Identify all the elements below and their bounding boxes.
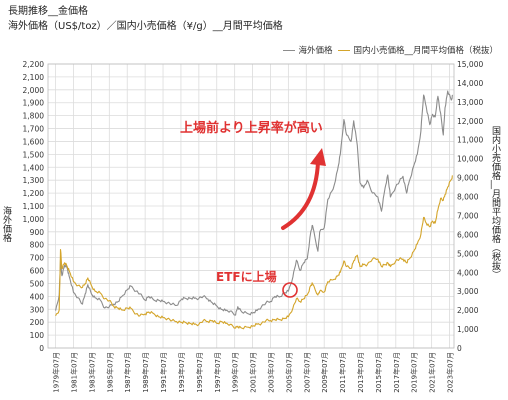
x-tick-label: 1995年07月 [195, 352, 204, 393]
y-right-tick-label: 0 [457, 344, 462, 353]
x-tick-label: 1989年07月 [141, 352, 150, 393]
y-right-tick-label: 11,000 [457, 136, 483, 145]
series-lines [55, 90, 454, 330]
x-tick-label: 2015年07月 [374, 352, 383, 393]
y-left-tick-label: 800 [30, 241, 45, 250]
x-tick-label: 2005年07月 [284, 352, 293, 393]
legend-label-domestic: 国内小売価格__月間平均価格（税抜） [353, 46, 498, 56]
x-tick-label: 2019年07月 [410, 352, 419, 393]
chart-title: 長期推移__金価格 [8, 6, 88, 17]
y-left-tick-label: 2,200 [23, 60, 45, 69]
annotations: ETFに上場 上場前より上昇率が高い [180, 120, 326, 298]
right-axis-ticks: 0 1,000 2,000 3,000 4,000 5,000 6,000 7,000 8,00… [457, 60, 483, 353]
y-left-tick-label: 1,100 [23, 202, 45, 211]
x-tick-label: 1991年07月 [159, 352, 168, 393]
x-tick-label: 2017年07月 [392, 352, 401, 393]
y-left-tick-label: 1,700 [23, 125, 45, 134]
plot-border [47, 63, 455, 349]
right-axis-label: 国内小売価格__月間平均価格（税抜） [490, 126, 501, 279]
x-tick-label: 2001年07月 [249, 352, 258, 393]
gridlines [47, 63, 455, 349]
left-axis-ticks: 0 100 200 300 400 500 600 700 800 900 1,000 1,100 1,… [23, 60, 45, 353]
y-right-tick-label: 4,000 [457, 268, 479, 277]
y-left-tick-label: 200 [30, 318, 45, 327]
y-left-tick-label: 1,900 [23, 99, 45, 108]
x-tick-label: 2011年07月 [338, 352, 347, 393]
x-tick-label: 1979年07月 [52, 352, 61, 393]
x-tick-label: 2023年07月 [446, 352, 455, 393]
y-right-tick-label: 12,000 [457, 117, 483, 126]
chart-subtitle: 海外価格（US$/toz）／国内小売価格（¥/g）__月間平均価格 [8, 21, 283, 32]
y-right-tick-label: 2,000 [457, 306, 479, 315]
etf-marker-circle [282, 282, 298, 298]
y-right-tick-label: 14,000 [457, 79, 483, 88]
x-tick-label: 2013年07月 [356, 352, 365, 393]
y-left-tick-label: 2,000 [23, 86, 45, 95]
y-left-tick-label: 1,000 [23, 215, 45, 224]
y-left-tick-label: 600 [30, 267, 45, 276]
y-left-tick-label: 1,200 [23, 189, 45, 198]
y-left-tick-label: 1,800 [23, 112, 45, 121]
y-left-tick-label: 0 [39, 344, 44, 353]
y-right-tick-label: 10,000 [457, 155, 483, 164]
legend-swatch-domestic [338, 49, 351, 51]
y-left-tick-label: 1,500 [23, 150, 45, 159]
legend: 海外価格 国内小売価格__月間平均価格（税抜） [277, 44, 498, 56]
x-tick-label: 2003年07月 [266, 352, 275, 393]
y-left-tick-label: 1,300 [23, 176, 45, 185]
y-left-tick-label: 400 [30, 292, 45, 301]
x-tick-label: 1997年07月 [213, 352, 222, 393]
series-line-domestic [55, 175, 453, 330]
y-left-tick-label: 300 [30, 305, 45, 314]
y-left-tick-label: 1,600 [23, 137, 45, 146]
annotation-growth: 上場前より上昇率が高い [180, 120, 323, 136]
left-axis-label: 海外価格 [1, 205, 12, 243]
growth-arrow [281, 160, 320, 230]
y-left-tick-label: 900 [30, 228, 45, 237]
x-tick-label: 1993年07月 [177, 352, 186, 393]
y-right-tick-label: 6,000 [457, 230, 479, 239]
y-right-tick-label: 5,000 [457, 249, 479, 258]
y-left-tick-label: 500 [30, 279, 45, 288]
y-right-tick-label: 9,000 [457, 174, 479, 183]
y-left-tick-label: 1,400 [23, 163, 45, 172]
y-right-tick-label: 1,000 [457, 325, 479, 334]
y-right-tick-label: 3,000 [457, 287, 479, 296]
legend-label-overseas: 海外価格 [298, 46, 333, 56]
x-tick-label: 2009年07月 [320, 352, 329, 393]
annotation-etf: ETFに上場 [216, 269, 277, 284]
x-tick-label: 1983年07月 [87, 352, 96, 393]
x-tick-label: 2021年07月 [428, 352, 437, 393]
y-left-tick-label: 700 [30, 254, 45, 263]
y-right-tick-label: 7,000 [457, 211, 479, 220]
x-tick-label: 1985年07月 [105, 352, 114, 393]
growth-arrowhead [310, 148, 326, 166]
series-line-overseas [55, 90, 454, 316]
y-right-tick-label: 8,000 [457, 193, 479, 202]
y-left-tick-label: 2,100 [23, 73, 45, 82]
x-tick-label: 1987年07月 [123, 352, 132, 393]
x-tick-label: 1999年07月 [231, 352, 240, 393]
x-tick-label: 1981年07月 [70, 352, 79, 393]
y-right-tick-label: 15,000 [457, 60, 483, 69]
x-axis-ticks: 1979年07月 1981年07月 1983年07月 1985年07月 1987年07月… [52, 352, 455, 393]
y-right-tick-label: 13,000 [457, 98, 483, 107]
y-left-tick-label: 100 [30, 331, 45, 340]
legend-swatch-overseas [283, 49, 296, 51]
x-tick-label: 2007年07月 [302, 352, 311, 393]
